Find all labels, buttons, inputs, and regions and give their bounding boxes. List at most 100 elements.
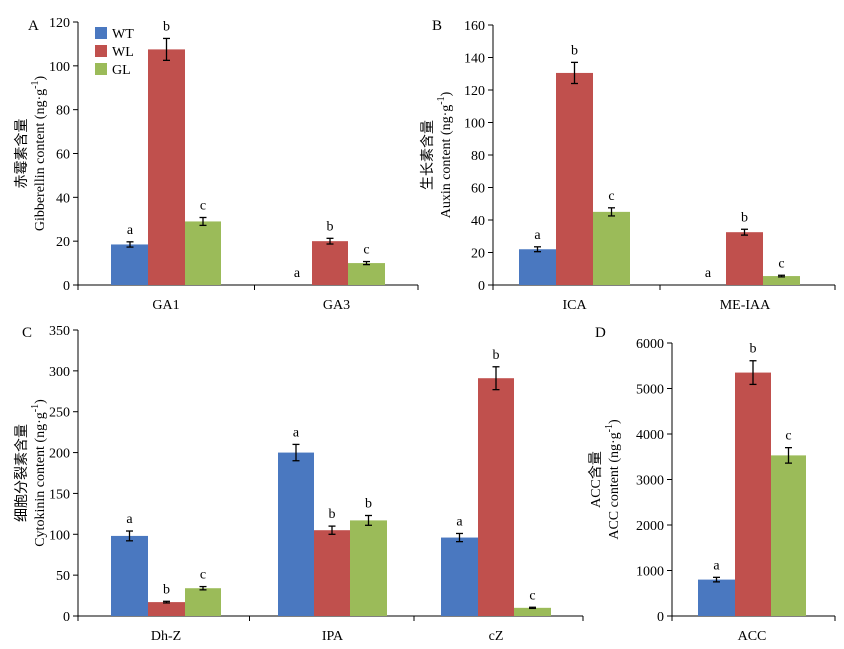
significance-letter: b [327,219,334,234]
significance-letter: b [365,496,372,511]
y-axis-title-en-sup: -1 [604,424,615,432]
y-tick-label: 2000 [636,519,664,534]
legend-label: GL [112,63,131,78]
significance-letter: c [778,256,784,271]
y-tick-label: 50 [56,569,70,584]
legend-label: WL [112,45,134,60]
panel-letter: D [595,325,606,341]
y-tick-label: 100 [49,528,70,543]
bar-gl [763,276,800,285]
bar-gl [771,455,806,616]
y-tick-label: 0 [63,279,70,294]
y-axis-title-en-sup: -1 [436,96,447,104]
y-axis-title-en: Cytokinin content (ng·g-1) [30,399,48,547]
bar-wt [278,452,314,616]
bar-gl [514,607,551,616]
y-tick-label: 20 [471,247,485,262]
panel-letter: B [432,18,442,34]
significance-letter: b [741,210,748,225]
significance-letter: c [785,429,791,444]
y-tick-label: 0 [478,279,485,294]
y-tick-label: 6000 [636,337,664,352]
y-tick-label: 40 [471,214,485,229]
panel-letter: A [28,18,39,34]
significance-letter: c [200,198,206,213]
significance-letter: a [705,266,712,281]
y-tick-label: 150 [49,487,70,502]
x-tick-label: ME-IAA [720,298,771,313]
y-axis-title-en-sup: -1 [30,81,41,89]
bar-wt [698,579,735,616]
legend-swatch-wl [95,45,107,57]
panel-d: D 0 1000 2000 3000 4000 5000 6000 a b c ACC ACC含量 ACC… [588,325,836,644]
y-axis-title-cn: 赤霉素含量 [14,119,30,189]
x-tick-label: GA3 [323,298,350,313]
y-axis-title-en-close: ) [439,91,454,96]
panel-b: B 0 20 40 60 80 100 120 140 160 a b c ICA a b c ME-IAA 生长素… [420,18,836,313]
y-tick-label: 40 [56,191,70,206]
y-axis-title-en: ACC content (ng·g-1) [604,419,622,540]
significance-letter: c [608,189,614,204]
y-tick-label: 4000 [636,428,664,443]
x-tick-label: cZ [489,629,504,644]
significance-letter: b [571,43,578,58]
significance-letter: c [200,568,206,583]
y-tick-label: 0 [657,610,664,625]
y-tick-label: 120 [49,16,70,31]
bar-gl [185,221,221,285]
legend-swatch-gl [95,63,107,75]
y-tick-label: 1000 [636,565,664,580]
y-axis-title-en: Auxin content (ng·g-1) [436,91,454,218]
y-tick-label: 0 [63,610,70,625]
significance-letter: a [127,223,134,238]
significance-letter: b [329,507,336,522]
bar-wl [148,49,185,286]
y-tick-label: 120 [464,84,485,99]
x-tick-label: ACC [738,629,767,644]
significance-letter: a [293,425,300,440]
y-tick-label: 3000 [636,474,664,489]
y-tick-label: 80 [56,104,70,119]
panel-letter: C [22,325,32,341]
significance-letter: b [493,348,500,363]
x-tick-label: ICA [562,298,587,313]
significance-letter: b [750,342,757,357]
legend: WT WL GL [95,27,134,78]
bar-wt [111,244,149,285]
y-axis-title-en-close: ) [33,399,48,404]
significance-letter: a [126,512,133,527]
y-tick-label: 60 [471,182,485,197]
bar-wl [726,232,763,285]
y-tick-label: 20 [56,235,70,250]
y-tick-label: 200 [49,447,70,462]
x-tick-label: Dh-Z [151,629,181,644]
bar-wt [519,249,556,285]
y-axis-title-cn: 生长素含量 [420,120,436,190]
bar-wl [312,241,348,285]
significance-letter: a [534,228,541,243]
panel-a: A 0 20 40 60 80 100 120 a b c GA1 a b c GA3 赤霉素含量 Gibbere… [14,16,419,313]
significance-letter: a [294,266,301,281]
bar-wt [111,535,148,616]
x-tick-label: GA1 [152,298,179,313]
y-tick-label: 60 [56,148,70,163]
bar-wl [314,530,350,616]
significance-letter: c [529,588,535,603]
y-axis-title-en-sup: -1 [30,404,41,412]
bar-wt [441,537,478,616]
y-axis-title-en-main: Cytokinin content (ng·g [33,412,48,547]
y-axis-title-en-main: Gibberellin content (ng·g [33,89,48,231]
significance-letter: b [163,19,170,34]
legend-swatch-wt [95,27,107,39]
bar-gl [348,263,385,285]
significance-letter: b [163,582,170,597]
y-tick-label: 350 [49,324,70,339]
y-tick-label: 160 [464,19,485,34]
y-tick-label: 300 [49,365,70,380]
y-tick-label: 80 [471,149,485,164]
bar-wl [478,378,514,616]
x-tick-label: IPA [322,629,344,644]
significance-letter: c [363,243,369,258]
y-axis-title-cn: 细胞分裂素含量 [14,424,30,522]
